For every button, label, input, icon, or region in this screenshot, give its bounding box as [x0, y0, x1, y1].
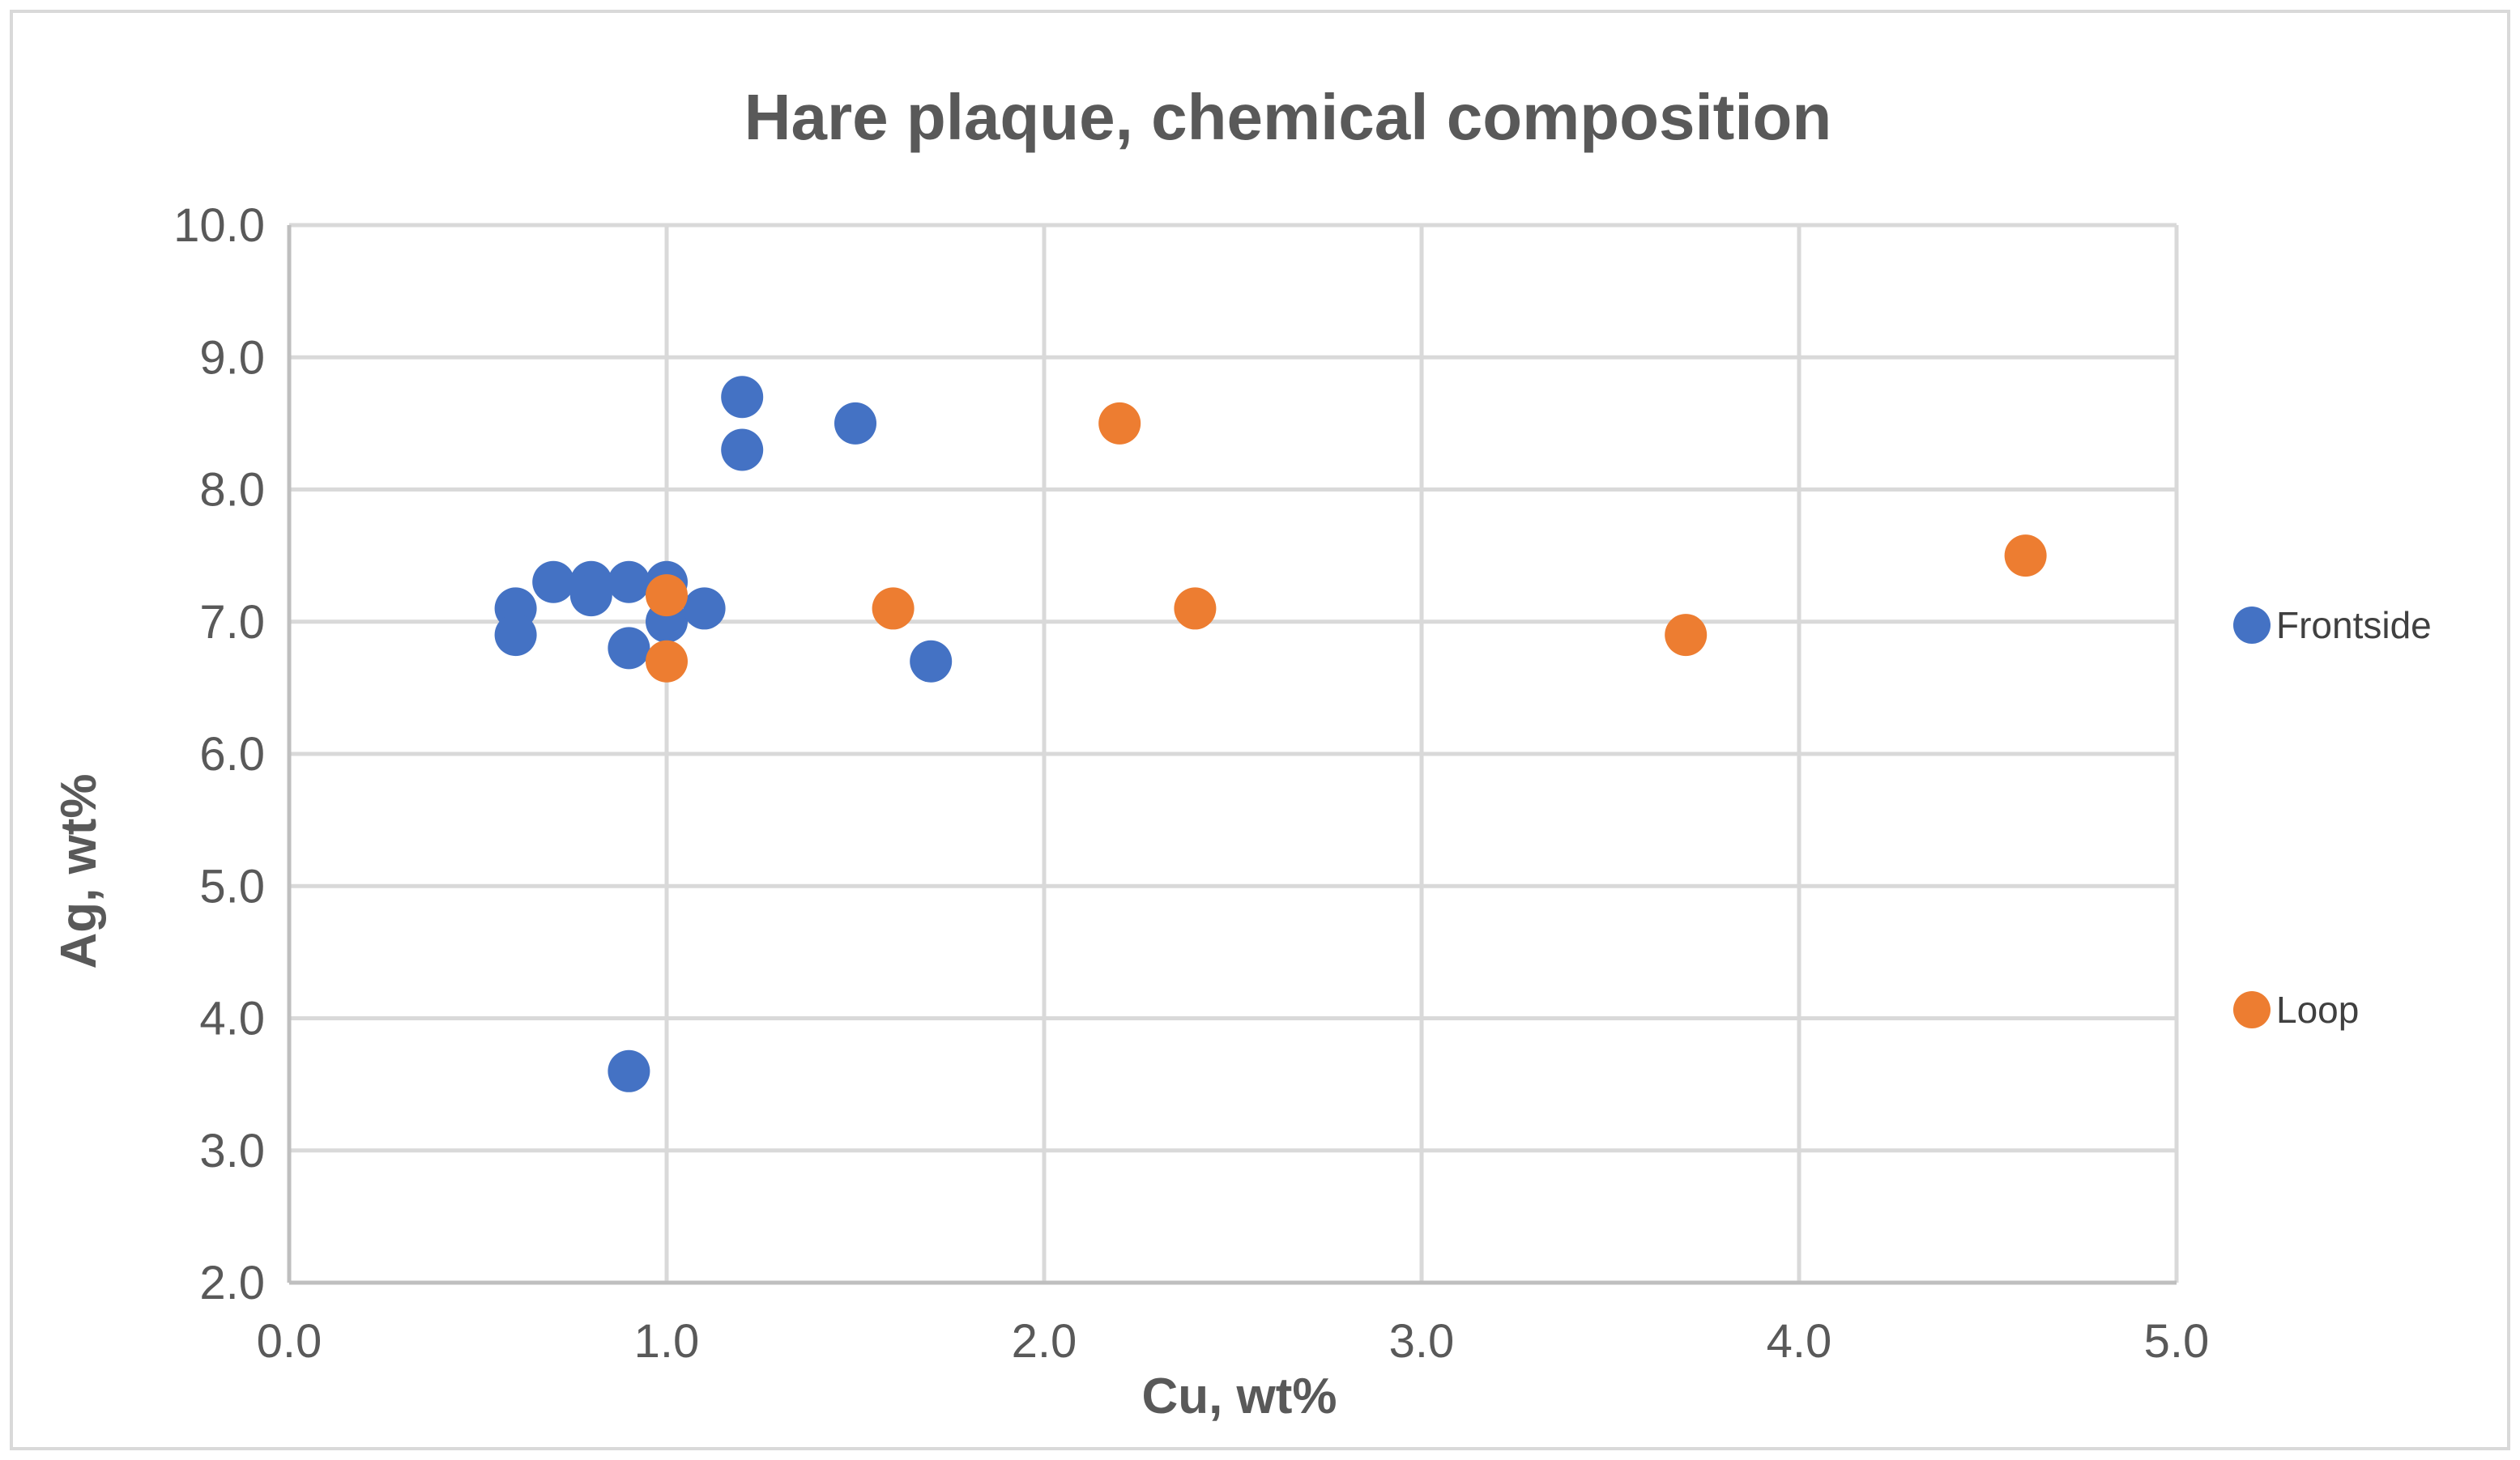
legend-label-frontside: Frontside — [2276, 604, 2432, 646]
gridlines — [287, 223, 2179, 1285]
data-point-frontside — [608, 1049, 650, 1092]
data-point-frontside — [494, 614, 537, 657]
data-point-frontside — [608, 560, 650, 603]
x-tick-label: 4.0 — [1767, 1315, 1832, 1368]
legend-label-loop: Loop — [2276, 989, 2359, 1031]
y-tick-label: 8.0 — [199, 464, 265, 517]
tick-labels: 0.0 1.0 2.0 3.0 4.0 5.0 2.0 3.0 4.0 5.0 6.0 7.0 8.0 9… — [173, 199, 2209, 1368]
data-point-frontside — [683, 587, 726, 630]
data-point-loop — [646, 574, 688, 617]
data-point-frontside — [721, 376, 764, 419]
x-axis-title: Cu, wt% — [1141, 1368, 1337, 1424]
chart-title: Hare plaque, chemical composition — [744, 81, 1832, 153]
data-point-frontside — [532, 560, 575, 603]
data-point-loop — [1665, 614, 1708, 657]
data-point-loop — [872, 587, 915, 630]
x-tick-label: 5.0 — [2144, 1315, 2210, 1368]
legend: Frontside Loop — [2233, 604, 2432, 1031]
data-point-loop — [1174, 587, 1217, 630]
y-tick-label: 5.0 — [199, 860, 265, 913]
y-tick-label: 4.0 — [199, 993, 265, 1045]
data-point-loop — [2004, 534, 2047, 577]
y-tick-label: 6.0 — [199, 728, 265, 781]
data-point-frontside — [910, 640, 953, 683]
x-tick-label: 3.0 — [1389, 1315, 1455, 1368]
legend-marker-loop — [2233, 991, 2271, 1028]
data-point-loop — [646, 640, 688, 683]
x-tick-label: 2.0 — [1012, 1315, 1077, 1368]
x-tick-label: 1.0 — [634, 1315, 700, 1368]
data-points — [494, 376, 2047, 1092]
y-tick-label: 10.0 — [173, 199, 265, 252]
data-point-loop — [1098, 402, 1141, 445]
y-tick-label: 7.0 — [199, 596, 265, 649]
legend-marker-frontside — [2233, 607, 2271, 644]
y-tick-label: 9.0 — [199, 331, 265, 384]
x-tick-label: 0.0 — [257, 1315, 322, 1368]
y-tick-label: 2.0 — [199, 1257, 265, 1309]
data-point-frontside — [834, 402, 876, 445]
chart-border — [10, 10, 2510, 1450]
y-axis-title: Ag, wt% — [51, 773, 107, 968]
data-point-frontside — [608, 627, 650, 670]
data-point-frontside — [569, 574, 612, 617]
data-point-frontside — [721, 428, 764, 471]
y-tick-label: 3.0 — [199, 1125, 265, 1177]
